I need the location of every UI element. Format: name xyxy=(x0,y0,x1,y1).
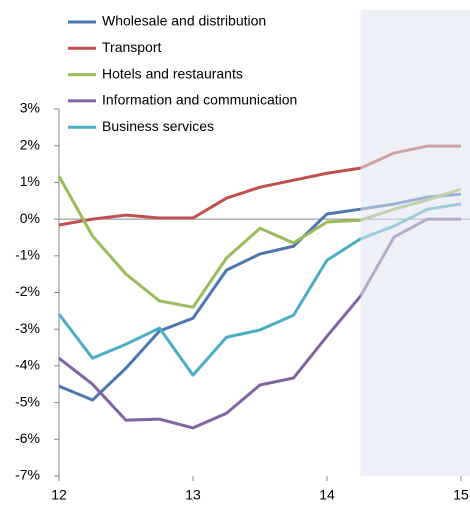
legend-label: Transport xyxy=(102,39,162,55)
y-tick-label: -1% xyxy=(15,247,40,263)
forecast-shade xyxy=(360,10,470,476)
y-tick-label: -7% xyxy=(15,467,40,483)
legend-label: Hotels and restaurants xyxy=(102,65,243,81)
x-tick-label: 14 xyxy=(319,487,335,503)
legend-label: Information and communication xyxy=(102,92,297,108)
y-tick-label: -4% xyxy=(15,357,40,373)
x-tick-label: 12 xyxy=(51,487,67,503)
x-tick-label: 13 xyxy=(185,487,201,503)
legend-label: Business services xyxy=(102,118,214,134)
y-tick-label: 2% xyxy=(20,136,40,152)
y-tick-label: 1% xyxy=(20,173,40,189)
legend-label: Wholesale and distribution xyxy=(102,13,266,29)
y-tick-label: -2% xyxy=(15,283,40,299)
y-tick-label: -6% xyxy=(15,430,40,446)
x-tick-label: 15 xyxy=(453,487,469,503)
y-tick-label: -3% xyxy=(15,320,40,336)
y-tick-label: 0% xyxy=(20,210,40,226)
y-tick-label: 3% xyxy=(20,100,40,116)
y-tick-label: -5% xyxy=(15,393,40,409)
